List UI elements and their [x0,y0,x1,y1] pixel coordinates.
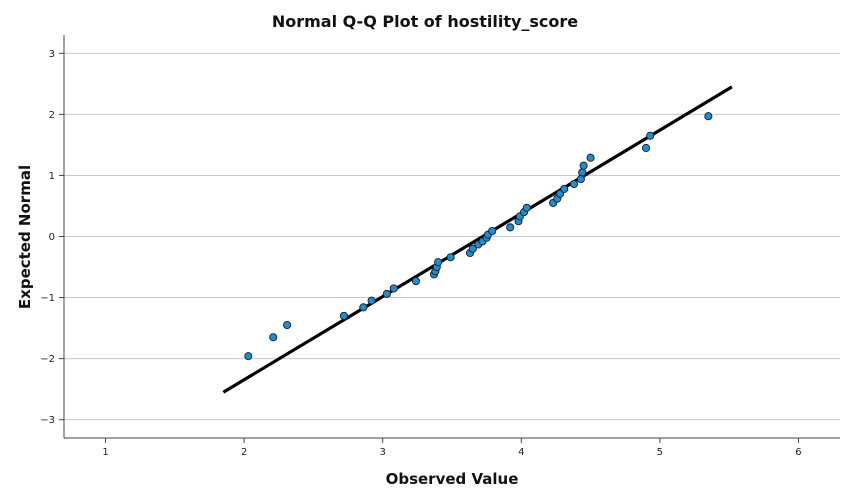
y-axis-label: Expected Normal [16,165,34,309]
data-point [446,253,455,262]
x-tick-label: 1 [102,447,108,458]
y-tick-label: −2 [40,354,55,365]
y-tick-label: −3 [40,415,55,426]
data-point [646,131,655,140]
x-axis-label: Observed Value [386,470,519,488]
x-ticks: 1 2 3 4 5 6 [102,438,802,458]
chart-title: Normal Q-Q Plot of hostility_score [272,12,578,31]
reference-line-group [222,85,733,394]
data-point [522,203,531,212]
x-tick-label: 6 [795,447,801,458]
data-point [339,311,348,320]
y-tick-label: 0 [49,232,55,243]
data-point [389,284,398,293]
data-point [244,352,253,361]
data-point [560,184,569,193]
data-point [586,153,595,162]
x-tick-label: 4 [518,447,524,458]
data-point [367,296,376,305]
data-point [382,289,391,298]
grid-lines [64,52,840,421]
y-tick-label: 1 [49,171,55,182]
x-tick-label: 2 [241,447,247,458]
data-point [576,175,585,184]
data-point [468,244,477,253]
data-point [704,112,713,121]
data-point [434,258,443,267]
data-point [579,161,588,170]
y-ticks: 3 2 1 0 −1 −2 −3 [40,49,64,426]
data-point [641,143,651,153]
data-point [488,226,497,236]
reference-line [222,85,733,394]
data-point [411,277,421,286]
y-tick-label: 3 [49,49,55,60]
x-tick-label: 3 [380,447,386,458]
data-point [269,333,278,342]
y-tick-label: −1 [40,293,55,304]
y-tick-label: 2 [49,110,55,121]
data-point [359,303,368,312]
x-tick-label: 5 [657,447,663,458]
data-point [506,223,515,232]
data-point [283,320,292,330]
data-point [569,179,578,189]
data-points [244,112,713,361]
data-point [578,168,587,177]
